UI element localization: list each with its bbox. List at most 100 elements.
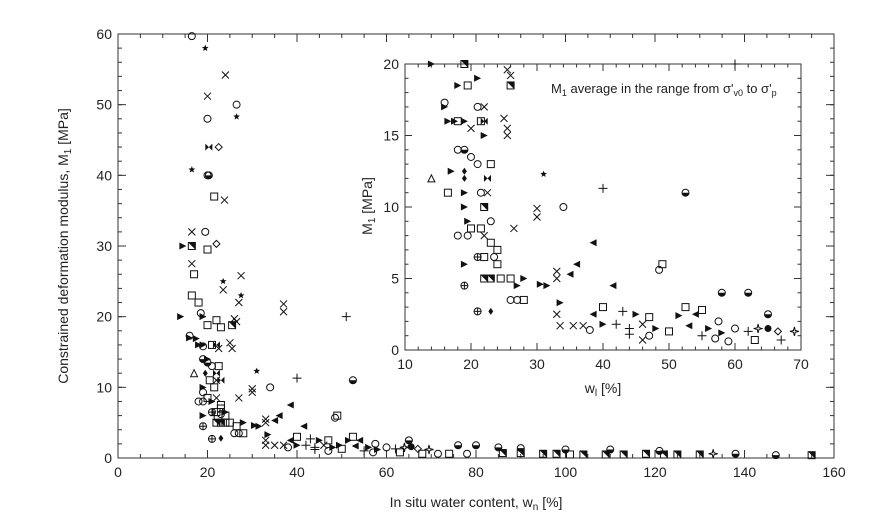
- inset-y-tick-label: 10: [383, 199, 399, 215]
- main-data-point: [565, 450, 574, 459]
- inset-data-point: [675, 312, 683, 320]
- main-data-point: [771, 451, 780, 460]
- main-data-point: [219, 285, 228, 294]
- main-data-point: [266, 383, 275, 392]
- main-data-point: [395, 448, 404, 457]
- inset-data-point: [454, 81, 462, 89]
- inset-data-point: [476, 188, 485, 197]
- main-data-point: [221, 71, 230, 79]
- main-data-point: [300, 422, 308, 430]
- main-data-point: [214, 344, 223, 353]
- inset-data-point: [730, 59, 740, 69]
- main-data-point: [333, 411, 342, 420]
- main-x-tick-label: 60: [379, 464, 395, 480]
- main-data-point: [239, 419, 247, 427]
- inset-data-point: [447, 167, 455, 175]
- inset-data-point: [764, 310, 772, 319]
- main-data-point: [237, 291, 245, 299]
- inset-x-axis-title: wl [%]: [584, 380, 621, 399]
- main-data-point: [187, 32, 196, 41]
- main-data-point: [418, 449, 427, 458]
- inset-data-point: [451, 117, 458, 125]
- main-data-point: [194, 298, 203, 307]
- inset-data-point: [510, 224, 518, 233]
- main-y-tick-label: 50: [96, 97, 112, 113]
- inset-data-point: [697, 331, 707, 341]
- inset-data-point: [533, 213, 541, 221]
- inset-x-tick-label: 70: [793, 356, 809, 372]
- inset-x-tick-label: 30: [529, 356, 545, 372]
- main-data-point: [212, 418, 221, 427]
- inset-data-point: [552, 267, 561, 276]
- main-data-point: [199, 342, 208, 351]
- main-data-point: [234, 298, 243, 307]
- inset-data-point: [652, 325, 660, 333]
- main-data-point: [310, 445, 320, 455]
- main-data-point: [203, 321, 212, 330]
- main-data-point: [407, 443, 415, 451]
- main-data-point: [220, 196, 229, 204]
- main-data-point: [807, 451, 816, 460]
- main-data-point: [552, 449, 561, 458]
- main-data-point: [190, 270, 199, 279]
- inset-data-point: [718, 329, 726, 337]
- main-data-point: [232, 422, 241, 431]
- inset-data-point: [750, 335, 759, 344]
- main-data-point: [642, 449, 651, 458]
- main-data-point: [404, 436, 413, 445]
- inset-data-point: [474, 74, 482, 82]
- inset-data-point: [427, 60, 435, 68]
- main-y-tick-label: 0: [104, 450, 112, 466]
- main-data-point: [228, 321, 237, 330]
- inset-data-point: [493, 260, 502, 269]
- inset-background: [401, 60, 803, 351]
- main-data-point: [212, 316, 221, 325]
- inset-data-point: [585, 325, 594, 334]
- inset-data-point: [552, 310, 561, 319]
- inset-data-point: [764, 325, 772, 333]
- main-data-point: [205, 143, 213, 151]
- inset-x-tick-label: 40: [595, 356, 611, 372]
- inset-data-point: [460, 260, 468, 268]
- main-data-point: [673, 450, 682, 459]
- main-data-point: [234, 394, 243, 402]
- inset-data-point: [506, 71, 515, 80]
- inset-y-tick-label: 15: [383, 128, 399, 144]
- main-data-point: [212, 394, 221, 402]
- inset-data-point: [461, 174, 467, 182]
- main-data-point: [382, 443, 391, 452]
- inset-data-point: [665, 327, 673, 336]
- main-data-point: [255, 422, 263, 430]
- main-data-point: [233, 113, 240, 120]
- inset-data-point: [460, 117, 468, 125]
- main-data-point: [199, 313, 207, 321]
- inset-data-point: [496, 274, 505, 283]
- inset-data-point: [467, 124, 475, 133]
- main-y-axis-title: Constrained deformation modulus, M1 [MPa…: [55, 108, 74, 384]
- main-data-point: [239, 429, 248, 438]
- main-data-point: [264, 431, 272, 439]
- main-data-point: [210, 383, 219, 392]
- main-data-point: [359, 446, 369, 456]
- main-data-point: [271, 417, 279, 425]
- main-data-point: [324, 446, 333, 455]
- inset-data-point: [711, 334, 720, 343]
- inset-data-point: [464, 217, 472, 225]
- main-data-point: [192, 335, 200, 343]
- inset-data-point: [543, 282, 551, 290]
- main-data-point: [424, 444, 434, 455]
- main-data-point: [454, 441, 463, 450]
- main-data-point: [279, 300, 288, 308]
- main-data-point: [202, 369, 208, 377]
- main-data-point: [369, 448, 378, 457]
- main-data-point: [248, 384, 257, 393]
- inset-data-point: [493, 245, 502, 254]
- inset-data-point: [789, 326, 800, 337]
- main-data-point: [331, 413, 340, 422]
- main-data-point: [516, 449, 525, 458]
- main-data-point: [212, 369, 220, 377]
- inset-data-point: [638, 336, 647, 344]
- inset-data-point: [598, 183, 608, 193]
- inset-x-tick-label: 50: [661, 356, 677, 372]
- inset-data-point: [486, 160, 495, 169]
